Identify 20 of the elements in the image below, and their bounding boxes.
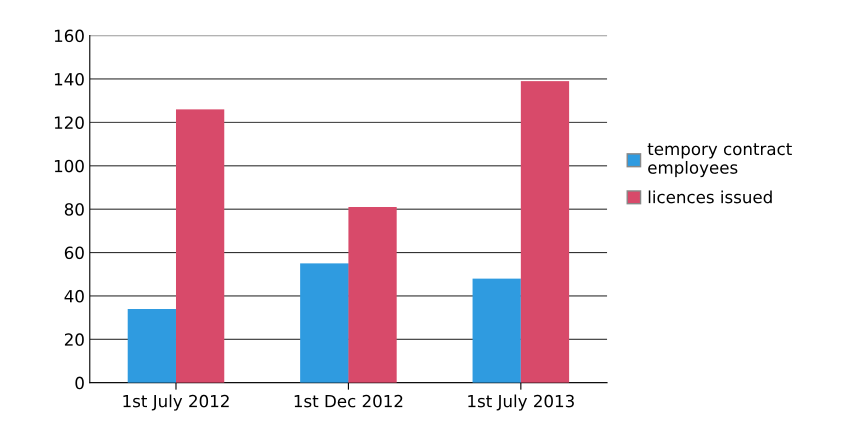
bar: [348, 206, 397, 383]
y-tick-label: 100: [54, 160, 84, 172]
bar: [520, 81, 570, 383]
y-tick-label: 80: [64, 203, 84, 216]
y-tick-label: 40: [64, 290, 84, 302]
y-tick-label: 0: [75, 376, 84, 390]
y-tick-label: 60: [64, 246, 84, 260]
x-tick-label: 1st July 2012: [123, 394, 229, 411]
y-tick-label: 160: [54, 30, 84, 42]
y-tick-label: 140: [54, 72, 84, 86]
bar: [176, 109, 224, 383]
y-tick-label: 120: [54, 116, 84, 129]
bar: [472, 278, 521, 383]
x-tick-label: 1st Dec 2012: [294, 394, 402, 408]
bar: [128, 308, 176, 383]
y-tick-label: 20: [64, 333, 84, 346]
legend-label: licences issued: [648, 190, 772, 204]
legend-label: tempory contract employees: [648, 143, 792, 178]
x-tick-label: 1st July 2013: [468, 394, 574, 411]
bar: [300, 263, 348, 383]
